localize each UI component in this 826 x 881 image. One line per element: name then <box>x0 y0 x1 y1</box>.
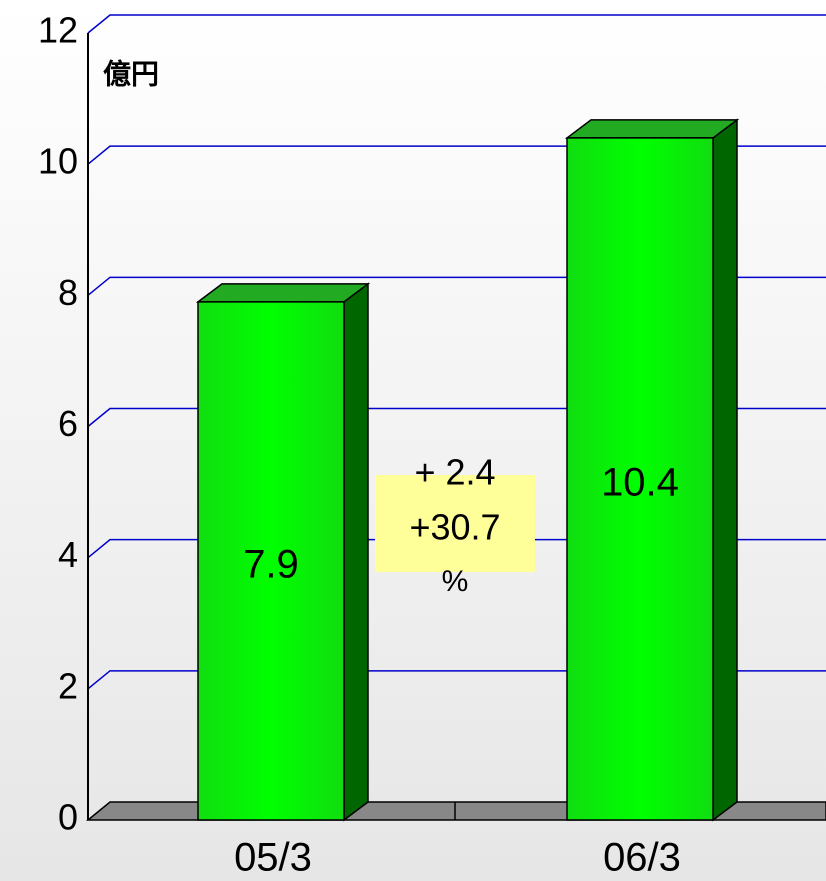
y-tick-label: 6 <box>58 403 78 444</box>
bar-top <box>564 119 740 139</box>
x-tick-label: 05/3 <box>234 836 312 880</box>
grid-line <box>87 14 826 34</box>
bar-side <box>712 118 738 822</box>
bar <box>197 301 345 821</box>
x-tick-label: 06/3 <box>603 836 681 880</box>
bar <box>566 137 714 821</box>
bar-side <box>343 282 369 822</box>
y-tick-label: 4 <box>58 534 78 575</box>
annotation: +30.7 <box>409 507 500 548</box>
y-tick-label: 8 <box>58 272 78 313</box>
y-tick-label: 12 <box>38 10 78 51</box>
annotation-box <box>375 475 535 572</box>
data-label: 7.9 <box>243 543 299 587</box>
y-tick-label: 10 <box>38 141 78 182</box>
bar-top <box>195 283 371 303</box>
data-label: 10.4 <box>601 461 679 505</box>
unit-label: 億円 <box>103 58 159 89</box>
y-tick-label: 0 <box>58 797 78 838</box>
annotation: + 2.4 <box>414 452 495 493</box>
y-tick-label: 2 <box>58 665 78 706</box>
annotation: % <box>442 565 469 598</box>
